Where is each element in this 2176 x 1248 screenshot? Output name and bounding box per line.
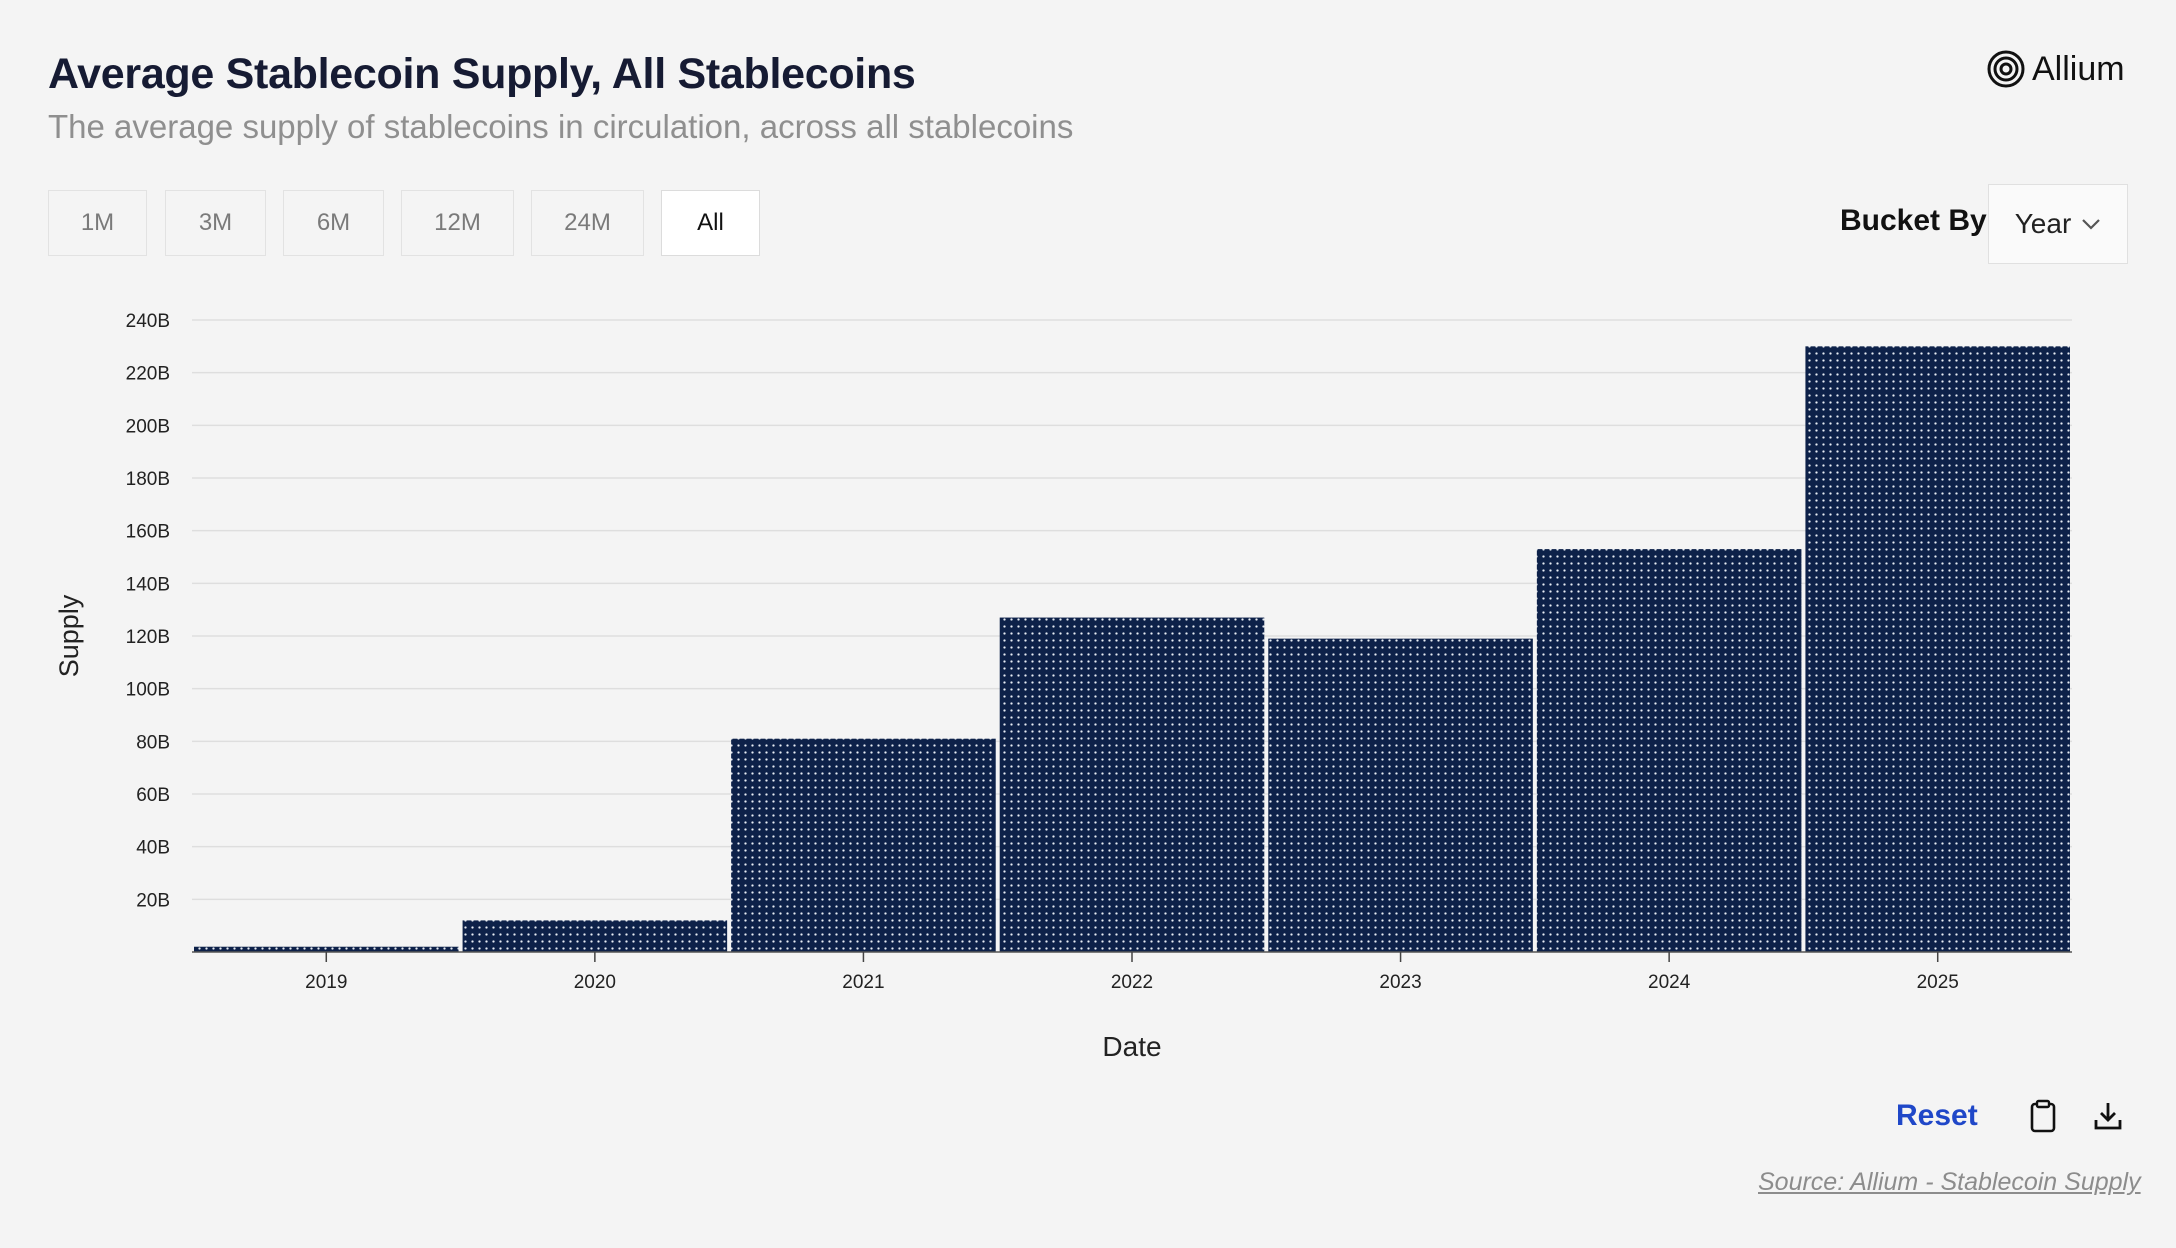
allium-logo: Allium: [1986, 46, 2125, 92]
range-button-all[interactable]: All: [661, 190, 760, 256]
chart-actions: Reset: [1896, 1096, 2124, 1136]
x-axis-ticks: 2019 2020 2021 2022 2023 2024 2025: [192, 951, 2072, 993]
bucket-by-value: Year: [2014, 208, 2072, 239]
x-tick-label: 2019: [305, 972, 347, 993]
bars: [194, 346, 2070, 952]
y-tick-label: 40B: [136, 838, 170, 859]
y-axis-ticks: 20B 40B 60B 80B 100B 120B 140B 160B 180B 200B 220B…: [126, 311, 170, 911]
allium-logo-icon: [1987, 50, 2025, 88]
range-button-6m[interactable]: 6M: [283, 190, 384, 256]
reset-button[interactable]: Reset: [1896, 1099, 1978, 1132]
range-button-1m[interactable]: 1M: [48, 190, 147, 256]
bar-2023[interactable]: [1268, 638, 1533, 952]
bar-2025[interactable]: [1805, 346, 2070, 952]
x-tick-label: 2024: [1648, 972, 1691, 993]
y-tick-label: 220B: [126, 364, 170, 385]
bucket-by-select[interactable]: Year: [1988, 184, 2128, 264]
bar-2020[interactable]: [462, 920, 728, 952]
y-tick-label: 60B: [136, 785, 170, 806]
range-button-12m[interactable]: 12M: [401, 190, 514, 256]
x-tick-label: 2023: [1379, 972, 1421, 993]
y-tick-label: 120B: [126, 627, 170, 648]
chart-title: Average Stablecoin Supply, All Stablecoi…: [48, 50, 916, 98]
chevron-down-icon: [2082, 219, 2101, 230]
y-tick-label: 160B: [126, 522, 170, 543]
y-tick-label: 180B: [126, 469, 170, 490]
bar-2024[interactable]: [1536, 549, 1802, 952]
download-icon[interactable]: [2092, 1100, 2124, 1132]
bucket-by-label: Bucket By: [1840, 204, 1987, 237]
range-button-3m[interactable]: 3M: [165, 190, 266, 256]
x-tick-label: 2025: [1917, 972, 1959, 993]
y-axis-label: Supply: [54, 594, 84, 677]
y-tick-label: 80B: [136, 732, 170, 753]
y-tick-label: 200B: [126, 416, 170, 437]
x-tick-label: 2020: [574, 972, 616, 993]
x-tick-label: 2022: [1111, 972, 1153, 993]
y-tick-label: 20B: [136, 890, 170, 911]
range-button-24m[interactable]: 24M: [531, 190, 644, 256]
y-tick-label: 240B: [126, 311, 170, 332]
logo-text: Allium: [2032, 49, 2125, 88]
chart-subtitle: The average supply of stablecoins in cir…: [48, 108, 1074, 145]
bar-2019[interactable]: [194, 946, 459, 952]
y-tick-label: 140B: [126, 574, 170, 595]
bar-2022[interactable]: [999, 617, 1265, 952]
bar-2021[interactable]: [731, 738, 996, 952]
bar-chart: 20B 40B 60B 80B 100B 120B 140B 160B 180B 200B 220B…: [54, 311, 2072, 1062]
x-tick-label: 2021: [842, 972, 884, 993]
x-axis-label: Date: [1102, 1031, 1161, 1062]
source-link[interactable]: Source: Allium - Stablecoin Supply: [1758, 1168, 2141, 1196]
clipboard-icon[interactable]: [2028, 1099, 2058, 1133]
y-tick-label: 100B: [126, 680, 170, 701]
